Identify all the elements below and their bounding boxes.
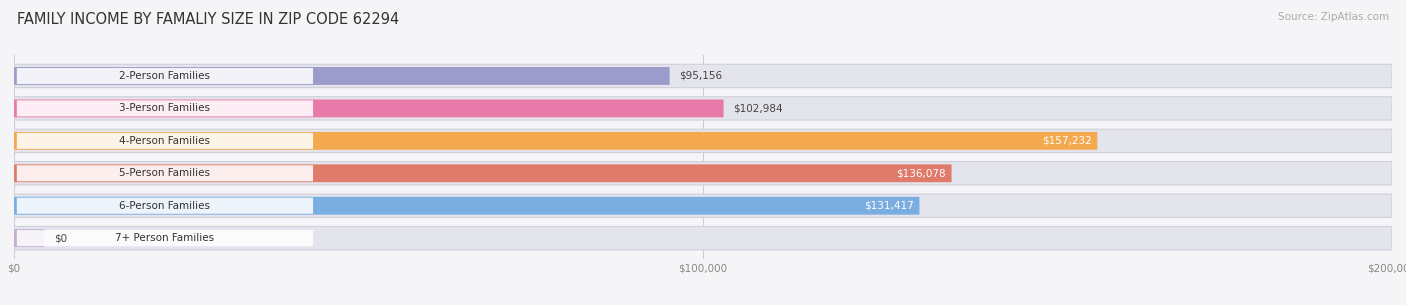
Text: $0: $0 [53, 233, 67, 243]
Text: 6-Person Families: 6-Person Families [120, 201, 211, 211]
Text: FAMILY INCOME BY FAMALIY SIZE IN ZIP CODE 62294: FAMILY INCOME BY FAMALIY SIZE IN ZIP COD… [17, 12, 399, 27]
FancyBboxPatch shape [14, 97, 1392, 120]
FancyBboxPatch shape [17, 133, 314, 149]
Text: $102,984: $102,984 [733, 103, 783, 113]
Text: $157,232: $157,232 [1042, 136, 1092, 146]
FancyBboxPatch shape [14, 64, 1392, 88]
Text: $131,417: $131,417 [865, 201, 914, 211]
FancyBboxPatch shape [14, 194, 1392, 217]
FancyBboxPatch shape [14, 99, 724, 117]
FancyBboxPatch shape [17, 198, 314, 214]
Text: 4-Person Families: 4-Person Families [120, 136, 211, 146]
FancyBboxPatch shape [17, 68, 314, 84]
FancyBboxPatch shape [14, 229, 45, 247]
FancyBboxPatch shape [14, 129, 1392, 152]
FancyBboxPatch shape [17, 100, 314, 117]
Text: Source: ZipAtlas.com: Source: ZipAtlas.com [1278, 12, 1389, 22]
Text: $136,078: $136,078 [897, 168, 946, 178]
FancyBboxPatch shape [14, 67, 669, 85]
FancyBboxPatch shape [14, 164, 952, 182]
Text: 7+ Person Families: 7+ Person Families [115, 233, 215, 243]
FancyBboxPatch shape [14, 197, 920, 215]
FancyBboxPatch shape [17, 165, 314, 181]
Text: 5-Person Families: 5-Person Families [120, 168, 211, 178]
Text: $95,156: $95,156 [679, 71, 723, 81]
FancyBboxPatch shape [14, 132, 1097, 150]
Text: 3-Person Families: 3-Person Families [120, 103, 211, 113]
FancyBboxPatch shape [17, 230, 314, 246]
FancyBboxPatch shape [14, 162, 1392, 185]
Text: 2-Person Families: 2-Person Families [120, 71, 211, 81]
FancyBboxPatch shape [14, 227, 1392, 250]
